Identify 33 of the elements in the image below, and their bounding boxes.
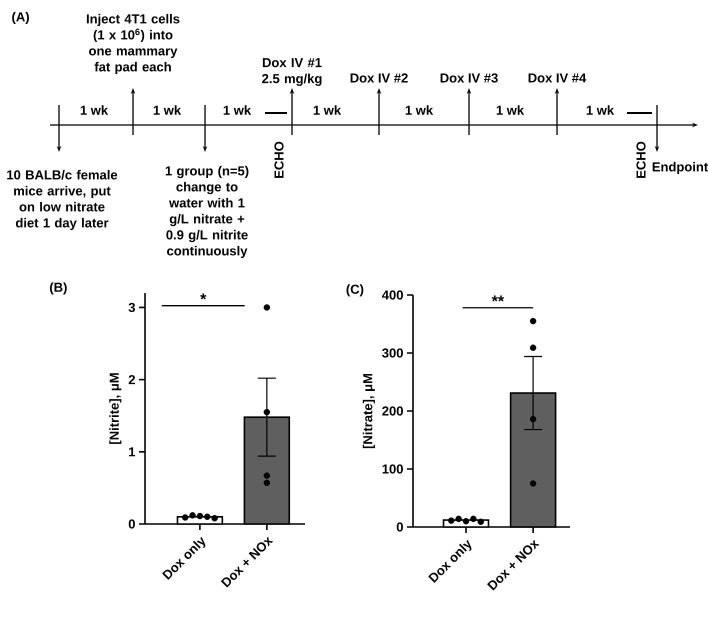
text: 1 wk xyxy=(496,105,524,115)
text: 1 wk xyxy=(80,105,108,115)
chart-title: (B) xyxy=(50,282,67,294)
y-tick-label: 0 xyxy=(128,519,135,529)
text: Dox IV #1 2.5 mg/kg xyxy=(262,58,322,86)
y-tick-label: 2 xyxy=(128,375,135,384)
y-tick-label: 400 xyxy=(382,290,403,300)
annotation: ** xyxy=(492,296,504,302)
text: Dox IV #2 xyxy=(350,73,408,83)
text: (A) xyxy=(12,12,29,24)
y-axis-title: [Nitrate], μM xyxy=(362,374,375,448)
annotation: * xyxy=(200,293,206,300)
text: Inject 4T1 cells (1 x 10$^{6}$) into one mammary fat pad each xyxy=(86,14,180,74)
y-tick-label: 0 xyxy=(396,522,403,532)
text: ECHO xyxy=(636,142,646,178)
text: 1 wk xyxy=(224,105,252,115)
y-axis-title: [Nitrite], μM xyxy=(109,373,122,444)
text: 1 wk xyxy=(314,105,342,115)
y-tick-label: 100 xyxy=(382,464,403,474)
y-tick-label: 300 xyxy=(382,348,403,358)
text: 1 group (n=5) change to water with 1 g/L nitrate + 0.9 g/L nitrite continuously xyxy=(166,166,248,258)
text: Dox IV #3 xyxy=(440,73,498,83)
text: Dox IV #4 xyxy=(528,73,586,83)
text: Endpoint xyxy=(652,162,708,174)
text: 10 BALB/c female mice arrive, put on low nitrate diet 1 day later xyxy=(7,170,118,230)
text: 1 wk xyxy=(586,105,614,115)
y-tick-label: 200 xyxy=(382,406,403,416)
y-tick-label: 1 xyxy=(129,447,136,456)
y-tick-label: 3 xyxy=(128,302,135,312)
chart-title: (C) xyxy=(346,284,364,296)
text: ECHO xyxy=(274,142,284,178)
text: 1 wk xyxy=(406,105,434,115)
text: 1 wk xyxy=(154,105,182,115)
